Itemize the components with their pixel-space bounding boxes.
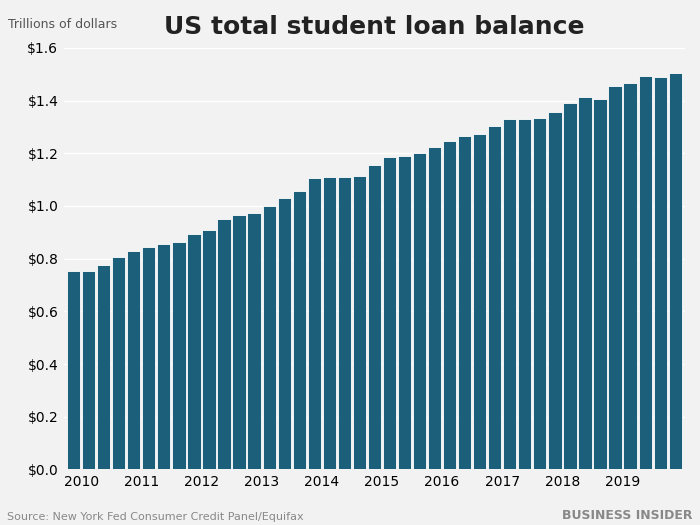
Bar: [638, 76, 652, 469]
Bar: [488, 125, 501, 469]
Text: Source: New York Fed Consumer Credit Panel/Equifax: Source: New York Fed Consumer Credit Pan…: [7, 512, 304, 522]
Bar: [548, 112, 561, 469]
Bar: [503, 119, 517, 469]
Bar: [218, 219, 230, 469]
Bar: [202, 229, 216, 469]
Bar: [473, 133, 486, 469]
Bar: [188, 234, 200, 469]
Bar: [624, 83, 637, 469]
Bar: [398, 156, 411, 469]
Bar: [97, 265, 111, 469]
Bar: [307, 178, 321, 469]
Bar: [533, 118, 547, 469]
Bar: [564, 103, 577, 469]
Bar: [293, 192, 306, 469]
Bar: [608, 86, 622, 469]
Bar: [428, 146, 441, 469]
Bar: [278, 198, 290, 469]
Bar: [383, 157, 396, 469]
Bar: [67, 270, 80, 469]
Bar: [518, 119, 531, 469]
Bar: [142, 247, 155, 469]
Bar: [668, 73, 682, 469]
Bar: [594, 99, 607, 469]
Bar: [458, 136, 471, 469]
Bar: [353, 176, 366, 469]
Bar: [158, 244, 171, 469]
Text: Trillions of dollars: Trillions of dollars: [8, 18, 117, 31]
Bar: [232, 215, 246, 469]
Bar: [82, 270, 95, 469]
Bar: [112, 257, 125, 469]
Bar: [127, 251, 141, 469]
Bar: [262, 206, 276, 469]
Bar: [248, 213, 260, 469]
Bar: [578, 97, 592, 469]
Bar: [172, 242, 186, 469]
Title: US total student loan balance: US total student loan balance: [164, 15, 584, 39]
Bar: [443, 141, 456, 469]
Bar: [368, 165, 381, 469]
Bar: [323, 177, 336, 469]
Bar: [413, 153, 426, 469]
Bar: [654, 77, 667, 469]
Bar: [337, 177, 351, 469]
Text: BUSINESS INSIDER: BUSINESS INSIDER: [563, 509, 693, 522]
